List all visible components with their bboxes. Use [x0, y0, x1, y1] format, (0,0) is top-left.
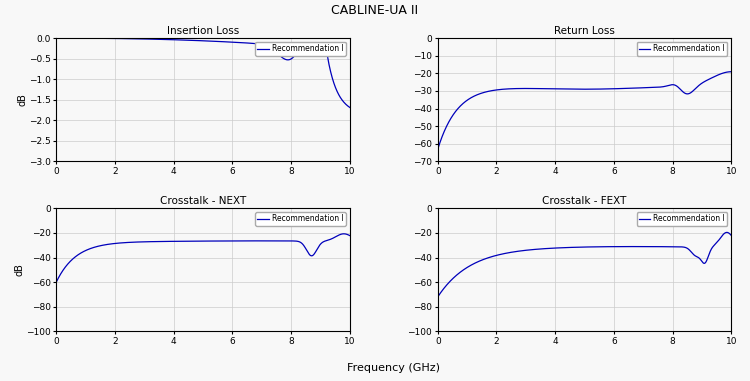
Text: CABLINE-UA II: CABLINE-UA II: [332, 4, 419, 17]
Recommendation I: [337, 96, 346, 101]
Legend: Recommendation I: Recommendation I: [637, 42, 728, 56]
Legend: Recommendation I: Recommendation I: [255, 42, 346, 56]
Recommendation I: [337, 96, 346, 101]
Title: Return Loss: Return Loss: [554, 26, 615, 36]
Recommendation I: [722, 230, 731, 235]
Recommendation I: [448, 276, 458, 281]
Legend: Recommendation I: Recommendation I: [255, 212, 346, 226]
Recommendation I: [664, 83, 674, 88]
Recommendation I: [67, 258, 76, 263]
Line: Recommendation I: Recommendation I: [438, 72, 731, 149]
Recommendation I: [67, 36, 76, 40]
Recommendation I: [187, 239, 196, 243]
Recommendation I: [52, 36, 61, 40]
Recommendation I: [664, 245, 674, 249]
Title: Crosstalk - FEXT: Crosstalk - FEXT: [542, 196, 627, 206]
Recommendation I: [568, 87, 578, 91]
Text: Frequency (GHz): Frequency (GHz): [347, 363, 440, 373]
Recommendation I: [576, 245, 585, 250]
Recommendation I: [194, 239, 203, 243]
Line: Recommendation I: Recommendation I: [56, 38, 350, 107]
Line: Recommendation I: Recommendation I: [56, 234, 350, 282]
Legend: Recommendation I: Recommendation I: [637, 212, 728, 226]
Recommendation I: [727, 69, 736, 74]
Recommendation I: [337, 232, 346, 237]
Recommendation I: [576, 87, 585, 91]
Recommendation I: [568, 245, 578, 250]
Title: Insertion Loss: Insertion Loss: [166, 26, 239, 36]
Recommendation I: [433, 295, 442, 299]
Recommendation I: [433, 147, 442, 152]
Recommendation I: [718, 71, 728, 75]
Recommendation I: [345, 105, 354, 110]
Recommendation I: [345, 233, 354, 238]
Recommendation I: [283, 239, 292, 243]
Recommendation I: [187, 38, 196, 43]
Recommendation I: [448, 113, 458, 118]
Recommendation I: [194, 38, 203, 43]
Y-axis label: dB: dB: [14, 263, 25, 276]
Recommendation I: [339, 232, 348, 236]
Y-axis label: dB: dB: [17, 93, 28, 106]
Recommendation I: [718, 233, 728, 237]
Recommendation I: [718, 71, 727, 75]
Recommendation I: [727, 233, 736, 238]
Recommendation I: [52, 280, 61, 285]
Recommendation I: [283, 58, 292, 62]
Recommendation I: [337, 232, 346, 237]
Title: Crosstalk - NEXT: Crosstalk - NEXT: [160, 196, 246, 206]
Recommendation I: [718, 233, 727, 237]
Line: Recommendation I: Recommendation I: [438, 232, 731, 297]
